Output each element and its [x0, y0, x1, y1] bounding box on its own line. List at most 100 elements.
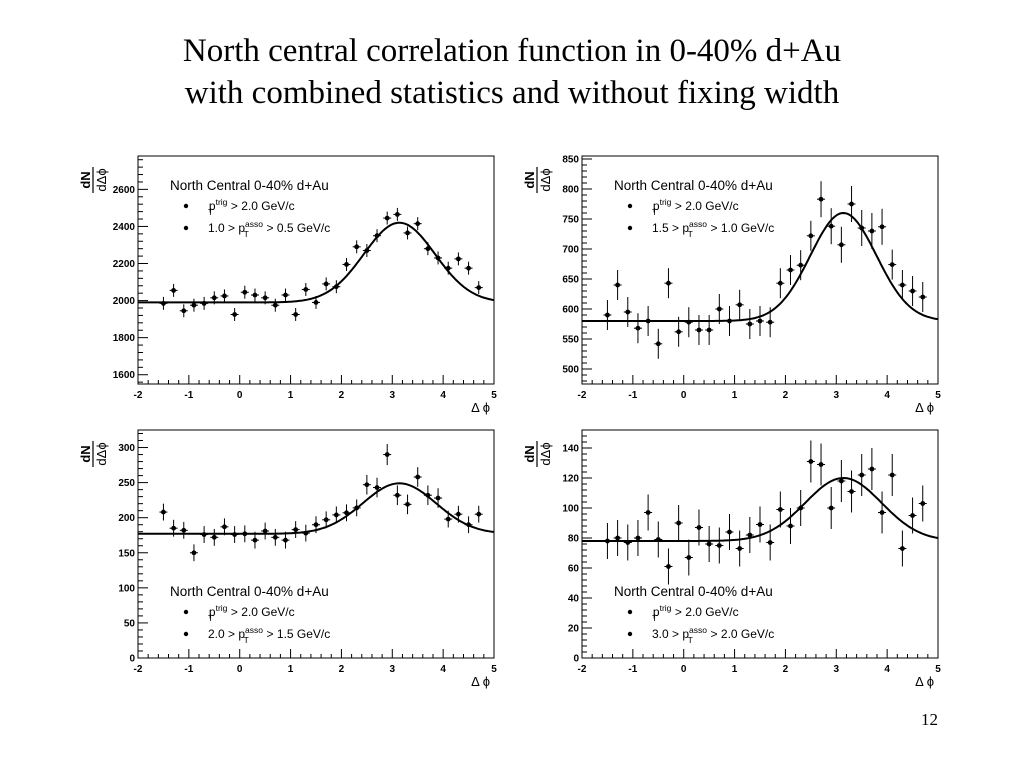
- legend: North Central 0-40% d+Au ptrig T > 2.0 GeV…: [614, 178, 774, 239]
- data-point: [373, 477, 382, 498]
- data-point: [735, 289, 744, 320]
- data-point: [200, 526, 209, 543]
- marker: [900, 546, 905, 551]
- x-tick-label: -2: [578, 390, 587, 401]
- marker: [405, 501, 410, 507]
- legend-marker: [183, 631, 189, 637]
- x-tick-label: 5: [935, 390, 941, 401]
- marker: [222, 293, 227, 299]
- x-axis: -2 -1 0 1 2 3 4 5Δ ϕ: [578, 649, 941, 689]
- data-point: [444, 261, 453, 275]
- marker: [655, 341, 661, 347]
- y-axis: 1600 1800 2000 2200 2400 2600 dN dΔϕ: [78, 159, 148, 383]
- marker: [323, 281, 329, 287]
- plot-frame: [137, 429, 495, 659]
- data-point: [230, 308, 239, 321]
- data-point: [888, 454, 897, 496]
- marker: [645, 510, 651, 515]
- data-point: [474, 505, 483, 523]
- data-point: [857, 210, 866, 246]
- y-tick-label: 20: [568, 624, 580, 635]
- data-point: [464, 261, 473, 275]
- marker: [405, 230, 410, 236]
- marker: [920, 294, 926, 300]
- x-tick-label: 2: [339, 664, 345, 675]
- legend-marker: [627, 631, 633, 637]
- x-tick-label: -1: [628, 390, 637, 401]
- data-point: [352, 499, 361, 517]
- marker: [344, 510, 349, 516]
- x-tick-label: 0: [237, 664, 243, 675]
- marker: [686, 555, 692, 560]
- marker: [859, 225, 865, 231]
- data-point: [674, 505, 683, 541]
- marker: [716, 543, 722, 548]
- marker: [313, 300, 319, 305]
- marker: [889, 472, 895, 478]
- data-point: [756, 506, 764, 543]
- data-point: [393, 207, 402, 221]
- data-point: [393, 485, 402, 506]
- marker: [869, 466, 875, 472]
- marker: [818, 462, 824, 467]
- data-point: [210, 291, 219, 305]
- marker: [415, 474, 421, 480]
- x-axis: -2 -1 0 1 2 3 4 5Δ ϕ: [134, 375, 497, 415]
- marker: [283, 292, 288, 298]
- marker: [171, 525, 176, 531]
- data-point: [342, 504, 351, 522]
- marker: [818, 196, 824, 202]
- marker: [394, 211, 400, 217]
- marker: [191, 550, 197, 556]
- marker: [838, 478, 844, 484]
- y-tick-label: 850: [562, 155, 579, 166]
- data-point: [250, 288, 259, 302]
- x-axis: -2 -1 0 1 2 3 4 5Δ ϕ: [578, 375, 941, 415]
- data-point: [352, 240, 361, 254]
- marker: [364, 482, 370, 488]
- data-point: [878, 491, 887, 534]
- marker: [879, 510, 885, 515]
- legend-title: North Central 0-40% d+Au: [170, 178, 329, 193]
- data-point: [603, 523, 612, 559]
- data-point: [776, 268, 785, 299]
- marker: [838, 242, 844, 248]
- y-tick-label: 700: [562, 245, 579, 256]
- data-point: [454, 252, 463, 266]
- y-label-denominator: dΔϕ: [94, 168, 109, 191]
- x-axis-label: Δ ϕ: [915, 674, 934, 689]
- marker: [767, 540, 773, 545]
- marker: [374, 485, 380, 490]
- marker: [415, 221, 421, 227]
- data-point: [756, 306, 764, 336]
- data-point: [413, 217, 422, 231]
- legend-marker: [183, 609, 189, 615]
- marker: [788, 267, 793, 273]
- y-label-numerator: dN: [78, 445, 93, 462]
- x-tick-label: 2: [783, 664, 789, 675]
- chart-panel-top-right: -2 -1 0 1 2 3 4 5 Δ ϕ 500 550 600 650 700 750 800 850 dN d…: [520, 148, 944, 420]
- marker: [747, 532, 753, 538]
- data-point: [725, 306, 734, 336]
- marker: [425, 246, 431, 252]
- marker: [374, 233, 380, 239]
- marker: [737, 546, 743, 551]
- y-axis-label: dN dΔϕ: [522, 441, 553, 467]
- marker: [869, 228, 875, 234]
- chart-top-left: -2 -1 0 1 2 3 4 5Δ ϕ 1600 1800 2000 2200 2400 2600 dN d…: [78, 155, 497, 415]
- data-point: [694, 315, 703, 345]
- marker: [272, 534, 278, 540]
- marker: [181, 527, 187, 533]
- marker: [262, 295, 268, 301]
- data-series: [159, 444, 483, 562]
- marker: [625, 540, 631, 545]
- marker: [879, 224, 885, 230]
- legend-entry: 1.5 > passo T > 1.0 GeV/c: [652, 219, 774, 239]
- data-point: [664, 548, 673, 585]
- data-point: [189, 298, 198, 312]
- marker: [344, 262, 349, 267]
- marker: [686, 319, 692, 325]
- marker: [635, 325, 641, 331]
- marker: [445, 265, 451, 271]
- x-tick-label: 4: [884, 390, 890, 401]
